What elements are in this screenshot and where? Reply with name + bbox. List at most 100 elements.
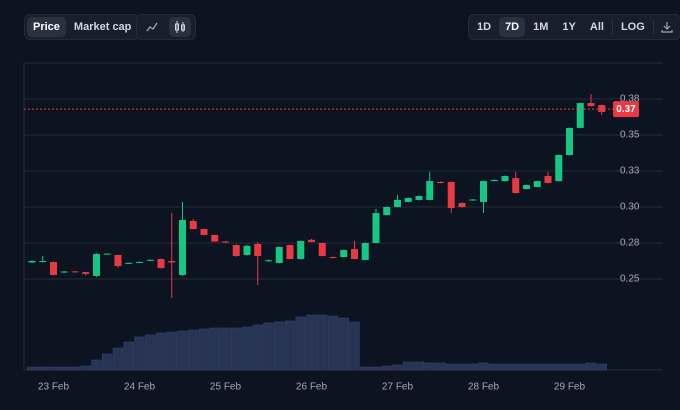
volume-bar [456, 363, 468, 371]
volume-bar [209, 327, 220, 371]
volume-bar [284, 320, 296, 371]
volume-bar [596, 363, 607, 371]
candle-body [394, 199, 401, 207]
candle-body [211, 234, 219, 242]
volume-bar [499, 363, 511, 371]
candle-body [50, 262, 57, 275]
candle-body [544, 176, 552, 183]
candle-body [243, 245, 251, 255]
range-button[interactable]: 1M [533, 21, 549, 33]
range-button[interactable]: 1D [477, 21, 492, 33]
volume-bar [48, 366, 59, 371]
tab-market-cap[interactable]: Market cap [73, 21, 132, 33]
x-tick-label: 29 Feb [554, 382, 586, 393]
candle-body [533, 181, 541, 187]
range-button[interactable]: All [589, 21, 604, 33]
volume-bar [360, 366, 371, 371]
volume-bar [392, 364, 403, 371]
candle-body [93, 253, 100, 276]
volume-bar [263, 322, 274, 371]
volume-bar [123, 341, 134, 371]
y-tick-label: 0.28 [620, 238, 640, 249]
candle-body [318, 243, 326, 256]
candle-body [372, 213, 380, 243]
log-button[interactable]: LOG [620, 21, 645, 33]
volume-bar [510, 363, 521, 371]
candle-body [103, 253, 111, 255]
line-chart-button[interactable] [141, 17, 163, 37]
candle-body [39, 261, 47, 262]
candle-body [523, 184, 530, 189]
candle-body [125, 262, 133, 264]
candle-body [60, 271, 68, 273]
volume-bar [177, 330, 188, 371]
candle-body [200, 229, 208, 235]
candle-body [480, 181, 487, 202]
divider [611, 19, 613, 35]
volume-bar [295, 316, 306, 371]
volume-bar [231, 327, 242, 371]
chart-type-group [136, 14, 196, 40]
candle-body [136, 262, 143, 264]
volume-bar [585, 362, 597, 371]
candle-icon [175, 21, 185, 33]
candle-body [28, 261, 36, 263]
divider [652, 19, 654, 35]
volume-bar [102, 353, 113, 371]
volume-bar [413, 361, 425, 371]
volume-bar [446, 363, 457, 371]
download-icon [661, 22, 673, 33]
range-group: 1D 7D 1M 1Y All LOG [468, 14, 680, 40]
range-button[interactable]: 7D [499, 17, 526, 37]
volume-bar [317, 314, 328, 371]
candle-body [361, 243, 369, 260]
volume-bar [435, 362, 446, 371]
last-price-label: 0.37 [616, 104, 636, 115]
volume-bar [370, 366, 382, 371]
volume-bar [59, 366, 70, 371]
candle-body [114, 254, 122, 267]
volume-bar [69, 366, 81, 371]
candle-body [265, 260, 272, 262]
candle-body [254, 244, 262, 256]
volume-bar [145, 334, 156, 371]
y-tick-label: 0.30 [620, 202, 640, 213]
tab-price[interactable]: Price [27, 17, 66, 37]
volume-bar [327, 315, 339, 371]
candle-body [566, 127, 573, 156]
candle-body [179, 219, 186, 275]
x-tick-label: 27 Feb [382, 382, 414, 393]
range-button[interactable]: 1Y [562, 21, 576, 33]
candle-body [286, 245, 294, 259]
x-tick-label: 23 Feb [38, 382, 70, 393]
volume-bar [37, 366, 48, 371]
volume-bar [220, 327, 231, 371]
candle-body [587, 103, 595, 107]
volume-bar [80, 365, 91, 371]
candle-body [447, 181, 455, 209]
candle-chart-button[interactable] [169, 17, 191, 37]
candle-body [404, 197, 412, 202]
download-button[interactable] [656, 17, 678, 37]
volume-bar [478, 362, 489, 371]
volume-bar [112, 347, 124, 371]
x-tick-label: 28 Feb [468, 382, 500, 393]
volume-bar [575, 363, 586, 371]
candle-body [501, 176, 509, 182]
volume-bar [349, 321, 360, 371]
candle-body [222, 241, 229, 243]
volume-bar [403, 361, 414, 371]
candle-body [189, 220, 197, 230]
volume-bar [26, 366, 38, 371]
candle-body [351, 249, 358, 259]
y-tick-label: 0.35 [620, 130, 640, 141]
y-tick-label: 0.25 [620, 274, 640, 285]
volume-bar [381, 365, 392, 371]
candle-body [297, 240, 305, 259]
x-tick-label: 24 Feb [124, 382, 156, 393]
volume-bar [252, 324, 263, 371]
candle-body [555, 155, 563, 182]
candle-body [598, 105, 606, 112]
